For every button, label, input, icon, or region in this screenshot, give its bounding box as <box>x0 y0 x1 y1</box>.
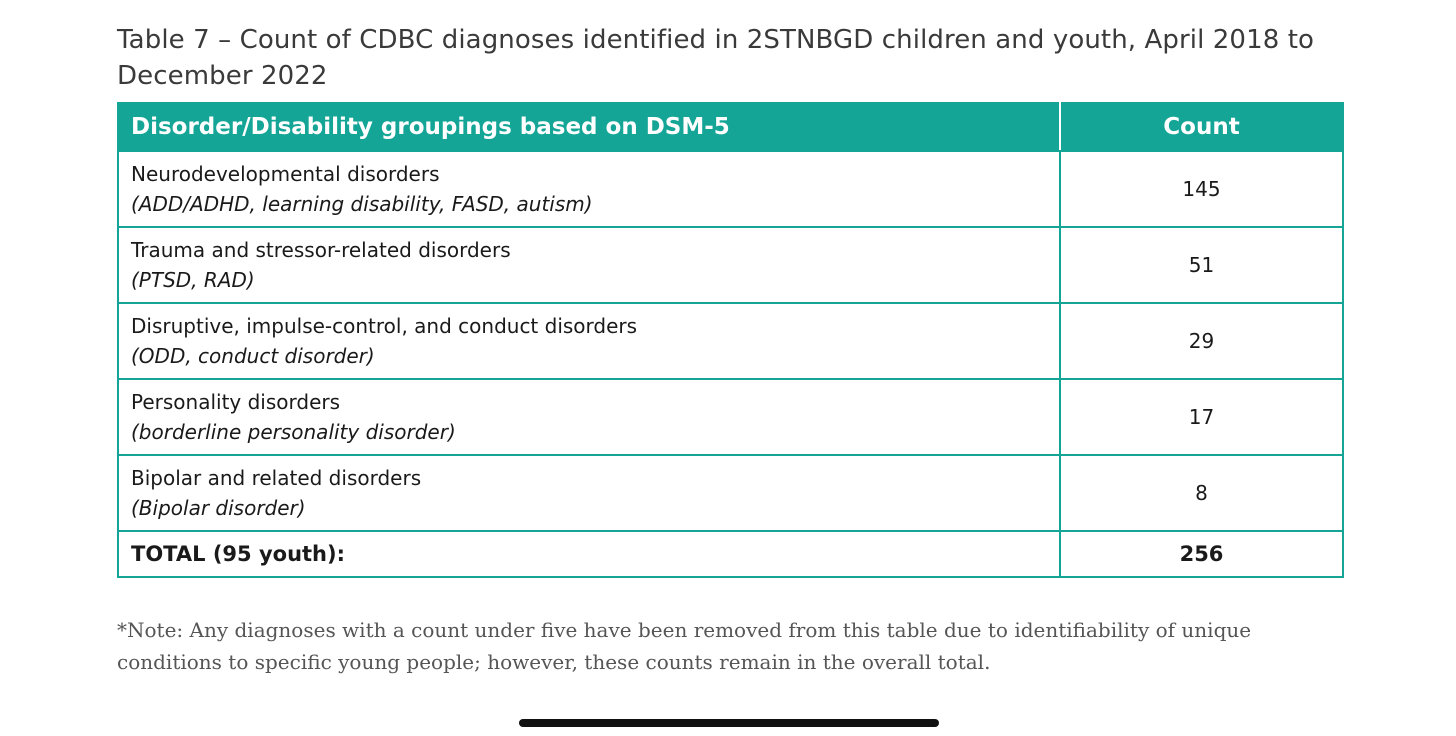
table-note: *Note: Any diagnoses with a count under … <box>117 618 1252 674</box>
row-grouping: Neurodevelopmental disorders (ADD/ADHD, … <box>117 150 1061 228</box>
table-row: Bipolar and related disorders (Bipolar d… <box>117 454 1344 532</box>
header-grouping: Disorder/Disability groupings based on D… <box>117 102 1061 152</box>
total-row: TOTAL (95 youth): 256 <box>117 530 1344 578</box>
row-examples: (Bipolar disorder) <box>131 496 306 520</box>
row-examples: (borderline personality disorder) <box>131 420 456 444</box>
row-grouping: Personality disorders (borderline person… <box>117 378 1061 456</box>
row-name: Disruptive, impulse-control, and conduct… <box>131 314 638 338</box>
total-label: TOTAL (95 youth): <box>117 530 1061 578</box>
row-name: Personality disorders <box>131 390 341 414</box>
table-row: Personality disorders (borderline person… <box>117 378 1344 456</box>
row-grouping: Disruptive, impulse-control, and conduct… <box>117 302 1061 380</box>
row-count: 17 <box>1059 378 1344 456</box>
row-examples: (PTSD, RAD) <box>131 268 255 292</box>
row-name: Trauma and stressor-related disorders <box>131 238 511 262</box>
diagnoses-table: Disorder/Disability groupings based on D… <box>117 102 1344 578</box>
table-row: Neurodevelopmental disorders (ADD/ADHD, … <box>117 150 1344 228</box>
row-examples: (ADD/ADHD, learning disability, FASD, au… <box>131 192 593 216</box>
row-name: Neurodevelopmental disorders <box>131 162 440 186</box>
row-count: 51 <box>1059 226 1344 304</box>
header-count: Count <box>1059 102 1344 152</box>
table-title: Table 7 – Count of CDBC diagnoses identi… <box>117 25 1315 91</box>
total-count: 256 <box>1059 530 1344 578</box>
row-grouping: Trauma and stressor-related disorders (P… <box>117 226 1061 304</box>
row-examples: (ODD, conduct disorder) <box>131 344 375 368</box>
home-indicator[interactable] <box>519 719 939 727</box>
row-count: 145 <box>1059 150 1344 228</box>
row-grouping: Bipolar and related disorders (Bipolar d… <box>117 454 1061 532</box>
table-row: Disruptive, impulse-control, and conduct… <box>117 302 1344 380</box>
row-count: 29 <box>1059 302 1344 380</box>
row-count: 8 <box>1059 454 1344 532</box>
table-header-row: Disorder/Disability groupings based on D… <box>117 102 1344 152</box>
table-row: Trauma and stressor-related disorders (P… <box>117 226 1344 304</box>
row-name: Bipolar and related disorders <box>131 466 422 490</box>
